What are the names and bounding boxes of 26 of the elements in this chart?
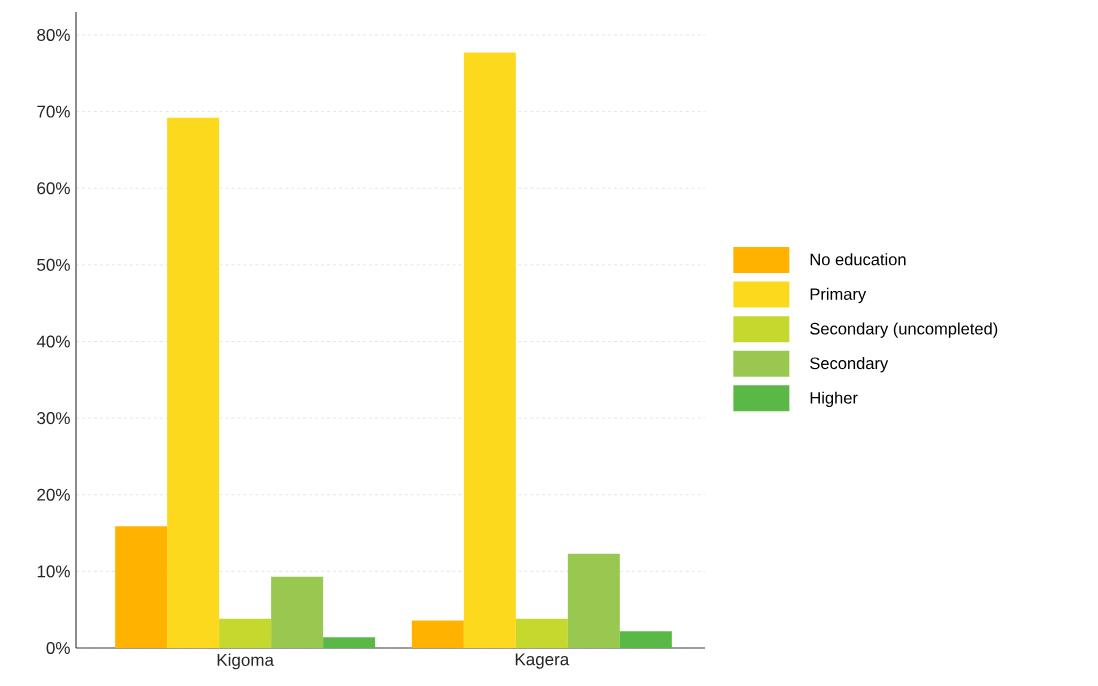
legend-label: Secondary (uncompleted)	[810, 322, 998, 338]
y-tick-label: 20%	[37, 488, 70, 501]
bar	[515, 618, 568, 648]
bar	[619, 631, 672, 648]
bar	[323, 637, 376, 648]
bar	[115, 526, 168, 648]
y-tick-label: 30%	[37, 412, 70, 425]
y-tick-label: 60%	[37, 182, 70, 195]
y-tick-label: 0%	[46, 641, 70, 655]
x-tick-label: Kigoma	[217, 653, 274, 670]
y-tick-label: 40%	[36, 335, 70, 348]
bar	[167, 117, 220, 648]
legend-label: Primary	[810, 287, 867, 304]
y-tick-label: 70%	[37, 105, 70, 118]
bar	[567, 553, 620, 648]
bar	[271, 576, 324, 648]
y-tick-label: 50%	[37, 258, 70, 271]
x-tick-label: Kagera	[515, 653, 570, 669]
legend-label: Secondary	[810, 357, 889, 373]
y-tick-label: 10%	[37, 565, 70, 578]
bar	[219, 618, 272, 648]
legend-label: Higher	[810, 391, 858, 407]
bar	[411, 620, 464, 648]
bar	[463, 52, 516, 648]
legend-label: No education	[810, 253, 906, 266]
y-tick-label: 80%	[37, 28, 70, 41]
